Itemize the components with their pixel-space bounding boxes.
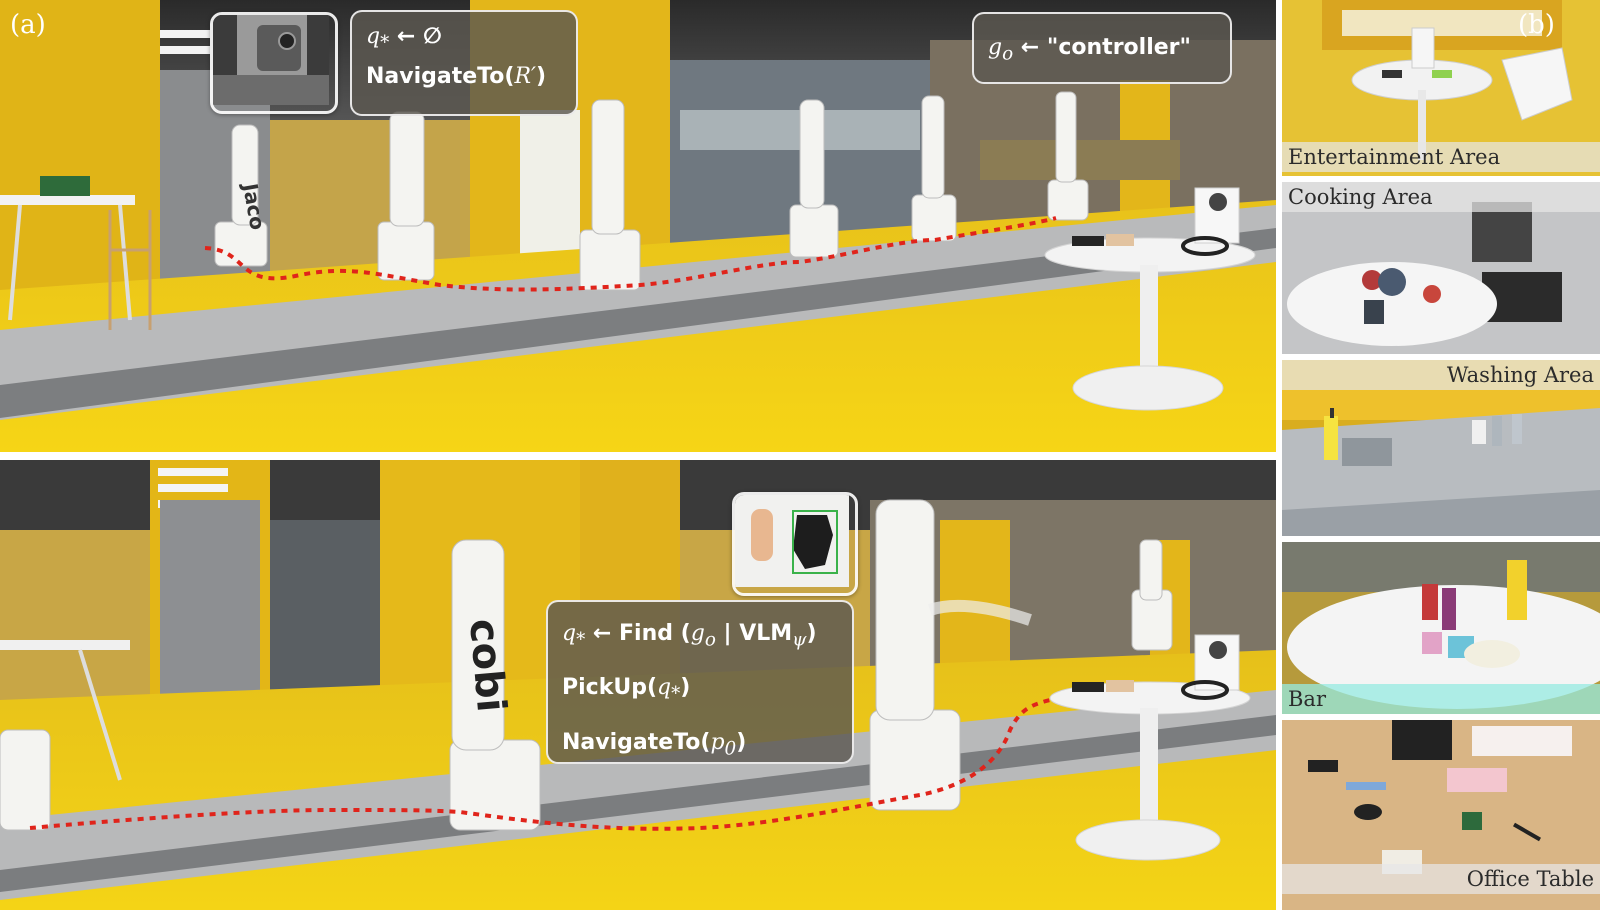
area-label-washing: Washing Area — [1282, 360, 1600, 390]
code-line-init: q* ← ∅ — [366, 20, 562, 60]
entertainment-area-photo: Entertainment Area — [1282, 0, 1600, 176]
arg-q-sub: * — [671, 683, 681, 705]
bar-photo — [1282, 542, 1600, 714]
camera-view-thumbnail — [210, 12, 338, 114]
var-q-sub: * — [380, 32, 390, 54]
bottom-code-box: q* ← Find (go | VLMψ) PickUp(q*) Navigat… — [546, 600, 854, 764]
area-label-entertainment: Entertainment Area — [1282, 142, 1600, 172]
area-photo-grid: Entertainment Area Cooking Area — [1282, 0, 1600, 910]
detection-image — [735, 495, 849, 587]
top-navigation-panel: Jaco q* ← ∅ NavigateTo(R′) — [0, 0, 1276, 452]
office-table-photo: Office Table — [1282, 720, 1600, 910]
camera-view-image — [213, 15, 329, 105]
arg-region: R′ — [514, 64, 536, 90]
vlm-text: VLM — [739, 621, 793, 646]
assign-empty: ← ∅ — [389, 24, 442, 49]
bottom-scene-photo: cobi — [0, 460, 1276, 910]
top-goal-box: go ← "controller" — [972, 12, 1232, 84]
arg-p: p — [710, 729, 725, 755]
separator: | — [715, 621, 740, 646]
panel-label-a: (a) — [10, 10, 46, 40]
func-navigate-to: NavigateTo — [562, 729, 701, 755]
find-call: ← Find — [585, 621, 681, 646]
top-code-box: q* ← ∅ NavigateTo(R′) — [350, 10, 578, 116]
bar-area-photo: Bar — [1282, 542, 1600, 714]
arg-q: q — [657, 675, 672, 701]
paren-close: ) — [806, 621, 817, 646]
detection-thumbnail — [732, 492, 858, 596]
area-label-cooking: Cooking Area — [1282, 182, 1600, 212]
func-navigate-to: NavigateTo — [366, 64, 505, 90]
area-label-bar: Bar — [1282, 684, 1600, 714]
goal-assign: ← "controller" — [1013, 35, 1191, 60]
washing-area-photo: Washing Area — [1282, 360, 1600, 536]
paren-open: ( — [680, 621, 691, 646]
var-g: g — [988, 35, 1003, 60]
func-pickup: PickUp — [562, 675, 647, 701]
code-line-return: NavigateTo(p0) — [562, 729, 747, 760]
bottom-robot-body-text: cobi — [460, 617, 514, 714]
code-line-navigate: NavigateTo(R′) — [366, 64, 547, 90]
code-line-find: q* ← Find (go | VLMψ) — [562, 610, 838, 664]
code-line-pickup: PickUp(q*) — [562, 675, 691, 705]
var-g-sub: o — [704, 629, 716, 651]
vlm-sub: ψ — [792, 629, 807, 651]
var-q: q — [366, 24, 381, 49]
code-line-goal: go ← "controller" — [988, 22, 1216, 80]
bottom-pickup-panel: cobi — [0, 460, 1276, 910]
cooking-area-photo: Cooking Area — [1282, 182, 1600, 354]
var-g: g — [690, 621, 705, 646]
var-g-sub: o — [1002, 43, 1014, 65]
arg-p-sub: 0 — [724, 738, 737, 760]
var-q-sub: * — [576, 629, 586, 651]
panel-label-b: (b) — [1518, 10, 1555, 40]
var-q: q — [562, 621, 577, 646]
area-label-office: Office Table — [1282, 864, 1600, 894]
